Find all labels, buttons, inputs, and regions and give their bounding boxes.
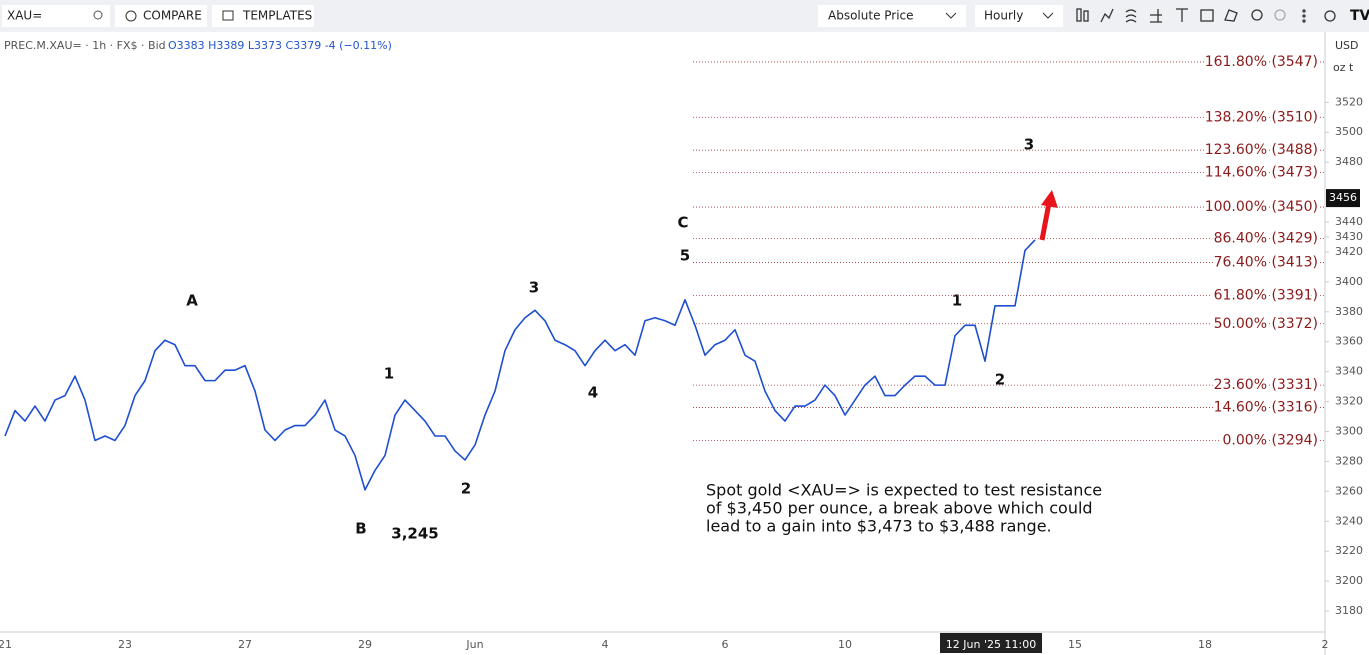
templates-button[interactable] — [212, 5, 314, 27]
up-arrow — [1039, 202, 1052, 241]
templates-icon — [222, 10, 234, 21]
fib-label: 100.00% (3450) — [1205, 199, 1318, 215]
x-tick-label: 4 — [602, 638, 609, 651]
price-mode[interactable]: Absolute Price — [828, 9, 914, 23]
x-tick-label: 10 — [838, 638, 852, 651]
y-tick-label: 3430 — [1335, 230, 1363, 243]
unit[interactable]: oz t — [1333, 61, 1354, 74]
x-tick-label: 15 — [1068, 638, 1082, 651]
x-tick-label: 27 — [238, 638, 252, 651]
compare-icon — [125, 10, 137, 22]
wave-label: 1 — [952, 292, 962, 310]
fib-label: 50.00% (3372) — [1214, 316, 1318, 332]
symbol-box[interactable] — [2, 5, 110, 27]
fib-label: 138.20% (3510) — [1205, 109, 1318, 125]
fib-label: 0.00% (3294) — [1223, 432, 1318, 448]
y-tick-label: 3320 — [1335, 395, 1363, 408]
search-icon[interactable] — [93, 10, 103, 20]
interval-box[interactable] — [975, 5, 1063, 27]
wave-label: 4 — [588, 384, 598, 402]
fib-label: 76.40% (3413) — [1214, 254, 1318, 270]
legend-instrument: PREC.M.XAU= · 1h · FX$ · Bid — [4, 39, 166, 52]
fib-label: 161.80% (3547) — [1205, 54, 1318, 70]
crosshair-badge — [940, 633, 1042, 653]
y-tick-label: 3360 — [1335, 335, 1363, 348]
currency[interactable]: USD — [1335, 39, 1359, 52]
wave-label: A — [186, 292, 198, 310]
y-tick-label: 3180 — [1335, 604, 1363, 617]
x-tick-label: Jun — [465, 638, 483, 651]
price-line — [4, 239, 1036, 491]
logo: TV — [1350, 8, 1369, 24]
symbol[interactable]: XAU= — [7, 9, 42, 23]
y-tick-label: 3500 — [1335, 125, 1363, 138]
compare-button[interactable] — [115, 5, 207, 27]
wave-label: 3 — [1024, 136, 1034, 154]
wave-label: C — [677, 214, 688, 232]
y-tick-label: 3480 — [1335, 155, 1363, 168]
y-tick-label: 3220 — [1335, 544, 1363, 557]
up-arrow-head — [1041, 190, 1058, 208]
wave-label: 2 — [461, 480, 471, 498]
wave-label: 3,245 — [391, 525, 438, 543]
comment-line: Spot gold <XAU=> is expected to test res… — [706, 481, 1102, 500]
fib-label: 61.80% (3391) — [1214, 287, 1318, 303]
fib-label: 114.60% (3473) — [1205, 165, 1318, 181]
y-tick-label: 3300 — [1335, 425, 1363, 438]
y-tick-label: 3240 — [1335, 514, 1363, 527]
crosshair-label: 12 Jun '25 11:00 — [946, 638, 1036, 651]
fib-label: 86.40% (3429) — [1214, 230, 1318, 246]
comment-line: of $3,450 per ounce, a break above which… — [706, 499, 1093, 518]
y-tick-label: 3200 — [1335, 574, 1363, 587]
wave-label: 3 — [529, 279, 539, 297]
x-tick-label: 2 — [1322, 638, 1329, 651]
fib-label: 123.60% (3488) — [1205, 142, 1318, 158]
x-tick-label: 6 — [722, 638, 729, 651]
y-tick-label: 3520 — [1335, 95, 1363, 108]
last-price: 3456 — [1329, 191, 1357, 204]
tool-icons[interactable] — [1076, 8, 1336, 23]
wave-label: 5 — [680, 247, 690, 265]
wave-label: 1 — [384, 365, 394, 383]
y-tick-label: 3340 — [1335, 365, 1363, 378]
compare[interactable]: COMPARE — [143, 9, 202, 23]
templates[interactable]: TEMPLATES — [242, 9, 312, 23]
y-tick-label: 3440 — [1335, 215, 1363, 228]
x-tick-label: 29 — [358, 638, 372, 651]
last-price-badge — [1326, 189, 1360, 208]
y-tick-label: 3380 — [1335, 305, 1363, 318]
dropdown-arrow — [945, 12, 957, 19]
legend-ohlc: O3383 H3389 L3373 C3379 -4 (−0.11%) — [168, 39, 392, 52]
fib-label: 14.60% (3316) — [1214, 400, 1318, 416]
wave-label: B — [355, 520, 366, 538]
fib-label: 23.60% (3331) — [1214, 377, 1318, 393]
dropdown-arrow — [1042, 12, 1054, 19]
y-tick-label: 3260 — [1335, 484, 1363, 497]
price-mode-box[interactable] — [818, 5, 966, 27]
x-tick-label: 23 — [118, 638, 132, 651]
x-tick-label: 21 — [0, 638, 12, 651]
x-tick-label: 18 — [1198, 638, 1212, 651]
y-tick-label: 3280 — [1335, 454, 1363, 467]
interval[interactable]: Hourly — [984, 9, 1023, 23]
comment-line: lead to a gain into $3,473 to $3,488 ran… — [706, 517, 1052, 536]
y-tick-label: 3420 — [1335, 245, 1363, 258]
wave-label: 2 — [995, 371, 1005, 389]
y-tick-label: 3400 — [1335, 275, 1363, 288]
